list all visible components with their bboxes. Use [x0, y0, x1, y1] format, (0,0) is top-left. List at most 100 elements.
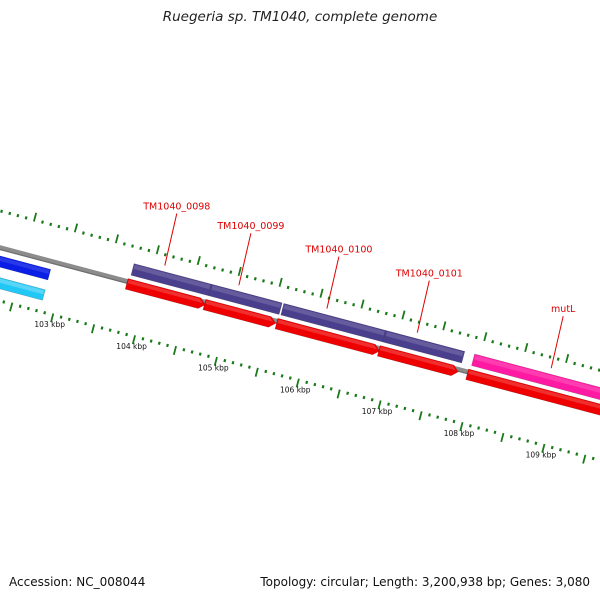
lower-tick-minor — [403, 406, 407, 411]
gene-bar-tm1040_0101-highlight — [385, 331, 464, 357]
gene-bar-tm1040_0098-highlight — [133, 264, 211, 290]
upper-tick-minor — [212, 266, 216, 270]
gene-bar-tm1040_0101 — [382, 330, 466, 364]
cds-arrow-tm1040_0101-highlight — [379, 346, 456, 371]
cds-arrow-tm1040_0099-highlight — [205, 300, 273, 322]
kbp-label: 104 kbp — [116, 342, 147, 351]
lower-tick-minor — [247, 365, 251, 369]
lower-tick-minor — [272, 371, 276, 376]
upper-tick-minor — [286, 285, 290, 290]
upper-tick-minor — [147, 248, 151, 253]
lower-tick-major — [582, 454, 587, 464]
lower-tick-minor — [575, 452, 579, 456]
upper-tick-minor — [188, 259, 192, 264]
lower-tick-minor — [157, 341, 161, 345]
lower-tick-minor — [526, 439, 530, 443]
gene-bar-mutl-highlight — [474, 355, 600, 393]
lower-tick-major — [172, 345, 177, 356]
kbp-label: 109 kbp — [526, 451, 557, 460]
gene-label-mutl: mutL — [551, 304, 576, 315]
accession-text: Accession: NC_008044 — [9, 575, 146, 589]
lower-tick-minor — [182, 348, 186, 352]
lower-tick-minor — [534, 441, 538, 445]
lower-tick-minor — [280, 374, 284, 378]
lower-tick-minor — [125, 332, 129, 337]
leader-line-tm1040_0100 — [326, 256, 340, 309]
upper-tick-minor — [352, 303, 356, 307]
lower-tick-minor — [190, 350, 194, 354]
lower-tick-major — [131, 335, 136, 345]
upper-tick-major — [237, 266, 242, 277]
lower-tick-minor — [207, 354, 210, 358]
upper-tick-minor — [221, 268, 225, 272]
upper-tick-track — [0, 209, 600, 372]
upper-tick-minor — [581, 363, 585, 368]
lower-tick-minor — [198, 352, 202, 356]
lower-tick-major — [500, 432, 505, 443]
kbp-label: 106 kbp — [280, 385, 311, 394]
upper-tick-minor — [466, 333, 470, 337]
upper-tick-minor — [24, 216, 28, 220]
lower-tick-minor — [452, 419, 456, 424]
lower-tick-minor — [116, 330, 120, 335]
lower-tick-minor — [509, 435, 513, 439]
upper-tick-minor — [65, 227, 69, 231]
blue-gene-bar — [0, 255, 52, 281]
upper-tick-minor — [131, 244, 134, 248]
upper-tick-minor — [0, 209, 3, 214]
gene-bar-mutl — [471, 353, 600, 400]
upper-tick-minor — [491, 340, 495, 344]
gene-bar-tm1040_0099 — [208, 283, 283, 315]
upper-tick-minor — [262, 279, 265, 283]
cds-arrow-tm1040_0100-highlight — [277, 319, 377, 350]
upper-tick-minor — [540, 353, 544, 357]
upper-tick-minor — [393, 313, 396, 318]
upper-tick-minor — [122, 242, 126, 246]
lower-tick-minor — [84, 321, 88, 326]
cds-arrow-tm1040_0099 — [202, 298, 277, 328]
lower-tick-minor — [411, 408, 415, 413]
lower-tick-major — [295, 378, 300, 388]
kbp-label: 103 kbp — [34, 320, 65, 329]
gene-label-tm1040_0101: TM1040_0101 — [395, 269, 463, 280]
upper-tick-major — [73, 223, 79, 233]
upper-tick-major — [565, 353, 570, 364]
lower-tick-minor — [444, 417, 448, 422]
feature-tracks — [0, 255, 600, 416]
upper-tick-minor — [573, 361, 577, 366]
lower-tick-major — [418, 411, 423, 421]
lower-tick-minor — [18, 304, 22, 308]
upper-tick-minor — [245, 274, 249, 279]
lower-tick-minor — [370, 398, 374, 402]
lower-tick-minor — [67, 317, 71, 322]
upper-tick-major — [442, 321, 447, 331]
upper-tick-minor — [16, 213, 20, 218]
lower-tick-minor — [100, 326, 104, 330]
upper-tick-minor — [376, 309, 380, 314]
lower-tick-minor — [329, 387, 333, 391]
upper-tick-minor — [368, 307, 372, 311]
gene-label-tm1040_0098: TM1040_0098 — [142, 202, 210, 213]
blue-gene-bar-highlight — [0, 256, 50, 274]
lower-tick-minor — [346, 391, 350, 395]
lower-tick-minor — [43, 311, 47, 315]
upper-tick-major — [196, 255, 201, 266]
lower-tick-major — [50, 313, 55, 323]
upper-tick-minor — [98, 235, 102, 240]
cds-arrow-tm1040_0098 — [124, 278, 206, 309]
lower-tick-minor — [591, 456, 595, 461]
lower-tick-minor — [354, 393, 358, 398]
cds-arrow-tm1040_0101 — [376, 345, 459, 376]
upper-tick-major — [33, 212, 38, 222]
upper-tick-minor — [417, 320, 421, 324]
gene-labels: TM1040_0098 TM1040_0099 TM1040_0100 TM1040_… — [142, 202, 576, 369]
lower-tick-minor — [493, 430, 497, 435]
upper-tick-minor — [303, 290, 306, 294]
cyan-gene-bar-highlight — [0, 278, 45, 295]
lower-tick-major — [377, 400, 382, 410]
upper-tick-minor — [532, 350, 536, 355]
cds-arrow-tm1040_0098-highlight — [127, 279, 203, 304]
lower-tick-minor — [468, 424, 472, 428]
lower-tick-major — [213, 356, 218, 366]
